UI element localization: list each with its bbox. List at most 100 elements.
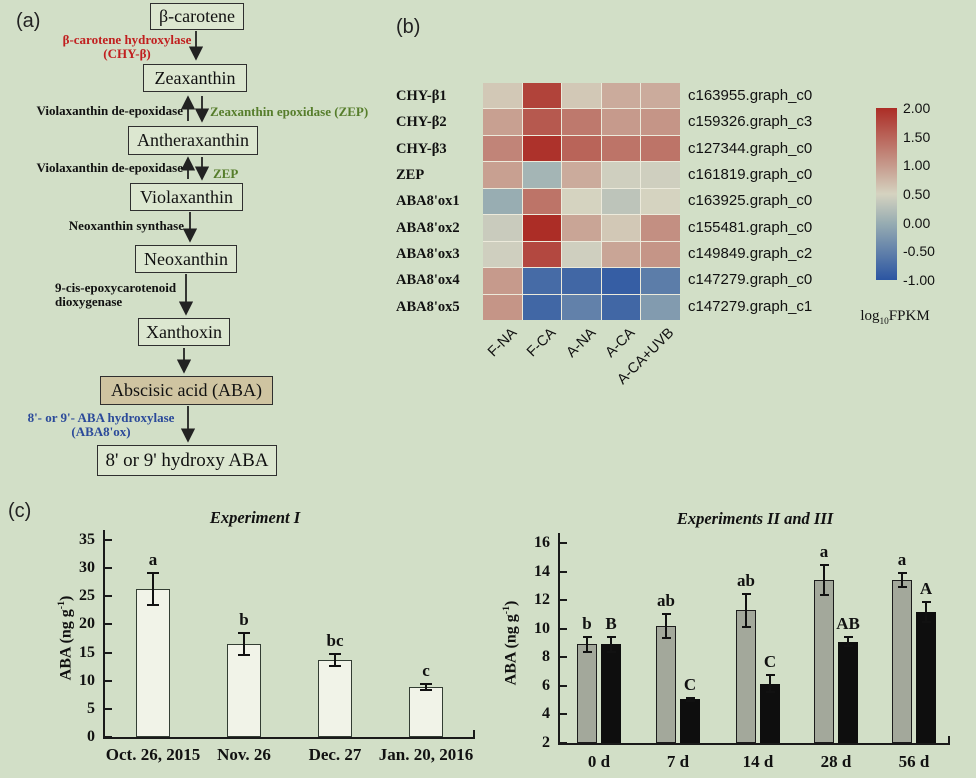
heatmap-cell bbox=[641, 83, 680, 109]
y-axis-tick bbox=[560, 713, 567, 716]
heatmap-transcript-id: c163925.graph_c0 bbox=[688, 192, 813, 210]
error-bar-cap-bottom bbox=[921, 621, 931, 624]
significance-letter: ab bbox=[737, 570, 755, 590]
heatmap-transcript-id: c127344.graph_c0 bbox=[688, 139, 813, 157]
heatmap-cell bbox=[522, 215, 562, 241]
y-tick-label: 12 bbox=[534, 591, 550, 609]
error-bar-cap-top bbox=[238, 631, 250, 634]
significance-letter: a bbox=[819, 542, 829, 562]
y-axis-tick bbox=[105, 651, 112, 654]
y-axis-tick bbox=[105, 623, 112, 626]
heatmap-cell bbox=[562, 135, 601, 162]
pathway-arrows bbox=[176, 31, 210, 443]
bar bbox=[601, 644, 621, 743]
colorbar-unit-sub: 10 bbox=[879, 317, 889, 327]
error-bar-cap-bottom bbox=[843, 644, 853, 647]
error-bar-cap-bottom bbox=[661, 637, 671, 639]
error-bar-cap-top bbox=[819, 564, 829, 567]
heatmap-cell bbox=[601, 188, 641, 215]
bar bbox=[736, 610, 756, 743]
heatmap-cell bbox=[483, 268, 522, 294]
pathway-node-xanthoxin: Xanthoxin bbox=[138, 318, 230, 346]
y-tick-label: 14 bbox=[534, 562, 550, 580]
enzyme-nced: 9-cis-epoxycarotenoid dioxygenase bbox=[55, 281, 225, 309]
colorbar-unit-post: FPKM bbox=[888, 308, 930, 324]
error-bar-cap-top bbox=[420, 683, 432, 686]
error-bar-cap-bottom bbox=[819, 594, 829, 597]
experiments2-3-bar-chart: Experiments II and III ABA (ng g-1) 16 14… bbox=[480, 498, 976, 778]
x-category-label: Oct. 26, 2015 bbox=[105, 745, 201, 764]
heatmap-transcript-id: c163955.graph_c0 bbox=[688, 87, 813, 104]
colorbar-tick-label: 1.00 bbox=[903, 157, 931, 174]
colorbar-unit-label: log10FPKM bbox=[845, 308, 945, 327]
error-bar-cap-top bbox=[843, 636, 853, 639]
y-axis-tick bbox=[105, 539, 112, 541]
aba-pathway-diagram: β-carotene Zeaxanthin Antheraxanthin Vio… bbox=[0, 0, 390, 495]
x-category-label: 7 d bbox=[666, 752, 690, 771]
y-axis-tick bbox=[105, 736, 112, 738]
error-bar-line bbox=[152, 573, 154, 605]
y-axis-tick bbox=[105, 679, 112, 682]
heatmap-transcript-id: c147279.graph_c0 bbox=[688, 271, 813, 289]
colorbar-tick-label: -1.00 bbox=[903, 272, 935, 288]
significance-letter: C bbox=[683, 674, 697, 694]
heatmap-cell bbox=[483, 188, 522, 215]
y-axis bbox=[558, 533, 560, 745]
enzyme-chy-beta: β-carotene hydroxylase (CHY-β) bbox=[40, 33, 214, 61]
heatmap-cell bbox=[522, 135, 562, 162]
pathway-node-abscisic-acid: Abscisic acid (ABA) bbox=[100, 376, 273, 405]
x-axis-end-tick bbox=[948, 736, 950, 743]
heatmap-cell bbox=[601, 215, 641, 241]
colorbar-tick-label: 1.50 bbox=[903, 128, 931, 145]
x-category-label: Dec. 27 bbox=[308, 745, 362, 764]
x-axis bbox=[103, 737, 475, 739]
significance-letter: ab bbox=[657, 590, 675, 610]
enzyme-zep-2: ZEP bbox=[213, 166, 239, 181]
heatmap-cell bbox=[522, 109, 562, 135]
y-tick-label: 6 bbox=[542, 676, 550, 694]
error-bar-cap-bottom bbox=[741, 625, 751, 628]
enzyme-aba8ox: 8'- or 9'- ABA hydroxylase (ABA8'ox) bbox=[25, 411, 177, 439]
heatmap-gene-label: CHY-β2 bbox=[396, 114, 447, 131]
heatmap-cell bbox=[522, 241, 562, 268]
panel-b-label: (b) bbox=[396, 16, 421, 38]
heatmap-transcript-id: c147279.graph_c1 bbox=[688, 297, 813, 315]
heatmap-transcript-ids: c163955.graph_c0 c159326.graph_c3 c127344.… bbox=[688, 83, 878, 320]
y-tick-label: 15 bbox=[79, 643, 95, 661]
bar bbox=[680, 699, 700, 743]
significance-letter: C bbox=[763, 652, 777, 672]
heatmap-cell bbox=[562, 83, 601, 109]
error-bar-cap-bottom bbox=[765, 691, 775, 694]
panel-a-label: (a) bbox=[16, 10, 41, 32]
enzyme-chy-beta-line1: β-carotene hydroxylase bbox=[62, 32, 192, 47]
heatmap-cell bbox=[641, 294, 680, 320]
colorbar-unit-pre: log bbox=[860, 308, 880, 324]
heatmap-cell bbox=[483, 135, 522, 162]
heatmap-cell bbox=[641, 241, 680, 268]
y-axis-tick bbox=[560, 656, 567, 659]
significance-letter: B bbox=[605, 614, 617, 634]
pathway-node-hydroxy-aba: 8' or 9' hydroxy ABA bbox=[97, 445, 277, 476]
bar bbox=[409, 686, 443, 737]
error-bar-cap-bottom bbox=[685, 700, 695, 703]
heatmap-cell bbox=[522, 268, 562, 294]
error-bar-line bbox=[689, 697, 691, 702]
y-axis-tick bbox=[105, 595, 112, 598]
bar bbox=[892, 580, 912, 743]
heatmap-cell bbox=[562, 188, 601, 215]
error-bar-line bbox=[586, 637, 588, 652]
heatmap-colorbar bbox=[876, 108, 897, 280]
error-bar-cap-top bbox=[661, 612, 671, 615]
heatmap-cell bbox=[641, 109, 680, 135]
heatmap-cell bbox=[483, 83, 522, 109]
heatmap-cell bbox=[562, 268, 601, 294]
enzyme-aba8ox-line1: 8'- or 9'- ABA hydroxylase bbox=[27, 410, 175, 425]
error-bar-cap-top bbox=[329, 653, 341, 656]
significance-letter: AB bbox=[836, 614, 860, 634]
heatmap-cell bbox=[562, 109, 601, 135]
y-tick-label: 10 bbox=[534, 619, 550, 637]
y-tick-label: 20 bbox=[79, 615, 95, 633]
error-bar-line bbox=[745, 593, 747, 627]
heatmap-gene-label: CHY-β3 bbox=[396, 140, 447, 157]
heatmap-cell bbox=[601, 162, 641, 188]
